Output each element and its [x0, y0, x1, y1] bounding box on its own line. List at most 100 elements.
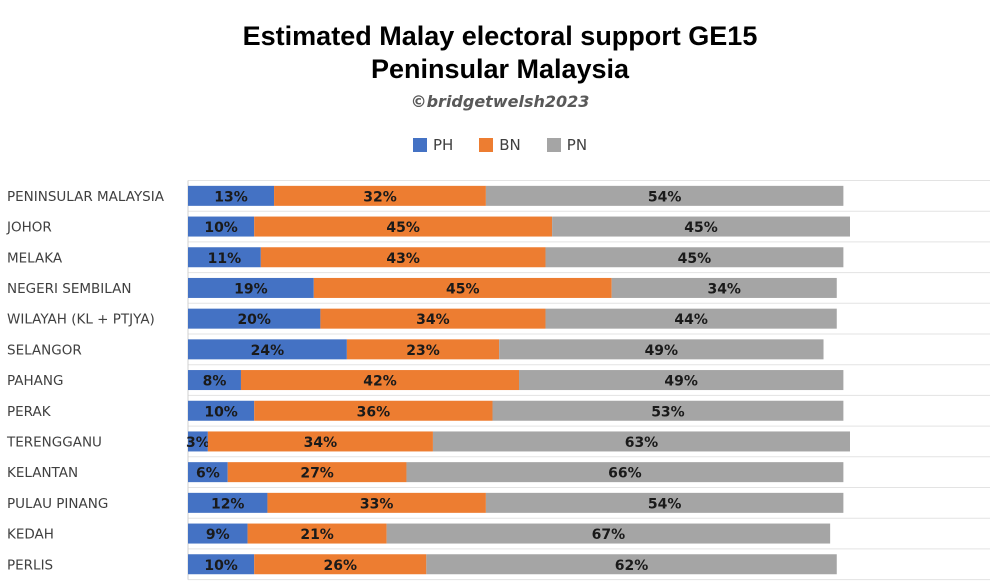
data-label-ph-peninsular-malaysia: 13% [214, 189, 248, 205]
bar-pn-pulau-pinang [485, 492, 844, 513]
legend-item-ph: PH [412, 136, 454, 154]
legend-item-pn: PN [546, 136, 588, 154]
bar-bn-perlis [254, 554, 427, 575]
data-label-pn-perak: 53% [651, 404, 685, 420]
data-label-bn-pahang: 42% [363, 374, 397, 390]
data-label-pn-kelantan: 66% [608, 466, 642, 482]
bar-pn-selangor [499, 339, 824, 360]
bar-ph-selangor [188, 339, 347, 360]
bar-pn-pahang [519, 370, 844, 391]
data-label-pn-johor: 45% [684, 220, 718, 236]
data-label-bn-kedah: 21% [300, 527, 334, 543]
bar-ph-negeri-sembilan [188, 277, 314, 298]
bar-ph-kelantan [188, 462, 228, 483]
bar-pn-peninsular-malaysia [485, 185, 844, 206]
data-label-bn-johor: 45% [386, 220, 420, 236]
bar-pn-perlis [426, 554, 837, 575]
bar-ph-kedah [188, 523, 248, 544]
data-label-ph-negeri-sembilan: 19% [234, 281, 268, 297]
bar-bn-perak [254, 400, 493, 421]
data-label-pn-pulau-pinang: 54% [648, 496, 682, 512]
category-label-pahang: PAHANG [7, 373, 63, 389]
bar-bn-selangor [346, 339, 500, 360]
data-label-ph-pahang: 8% [203, 374, 227, 390]
data-label-bn-selangor: 23% [406, 343, 440, 359]
bar-ph-wilayah-kl-ptjya [188, 308, 321, 329]
category-label-melaka: MELAKA [7, 250, 63, 266]
bar-bn-wilayah-kl-ptjya [320, 308, 546, 329]
bar-bn-pahang [240, 370, 519, 391]
category-label-selangor: SELANGOR [7, 342, 82, 358]
data-label-ph-terengganu: 3% [186, 435, 210, 451]
bar-ph-melaka [188, 247, 261, 268]
bar-bn-kedah [247, 523, 387, 544]
data-label-bn-terengganu: 34% [304, 435, 338, 451]
data-label-pn-kedah: 67% [592, 527, 626, 543]
data-label-ph-wilayah-kl-ptjya: 20% [237, 312, 271, 328]
data-label-ph-kelantan: 6% [196, 466, 220, 482]
bar-bn-pulau-pinang [267, 492, 486, 513]
category-label-kelantan: KELANTAN [7, 465, 78, 481]
data-label-ph-perlis: 10% [204, 558, 238, 574]
chart-subtitle: ©bridgetwelsh2023 [410, 92, 590, 111]
data-label-pn-peninsular-malaysia: 54% [648, 189, 682, 205]
legend-swatch-ph [412, 138, 427, 152]
data-label-pn-perlis: 62% [615, 558, 649, 574]
category-label-wilayah-kl-ptjya: WILAYAH (KL + PTJYA) [7, 312, 155, 328]
category-label-perlis: PERLIS [7, 557, 53, 573]
category-label-kedah: KEDAH [7, 527, 54, 543]
chart-title: Estimated Malay electoral support GE15 P… [0, 20, 1000, 86]
bar-ph-perak [188, 400, 255, 421]
data-label-ph-melaka: 11% [208, 251, 242, 267]
data-label-bn-negeri-sembilan: 45% [446, 281, 480, 297]
data-label-bn-pulau-pinang: 33% [360, 496, 394, 512]
legend-swatch-pn [546, 138, 561, 152]
data-label-ph-perak: 10% [204, 404, 238, 420]
legend-label-pn: PN [566, 136, 588, 154]
data-label-pn-selangor: 49% [645, 343, 679, 359]
data-label-ph-kedah: 9% [206, 527, 230, 543]
category-label-negeri-sembilan: NEGERI SEMBILAN [7, 281, 131, 297]
bar-pn-kelantan [406, 462, 844, 483]
data-label-ph-selangor: 24% [251, 343, 285, 359]
category-label-terengganu: TERENGGANU [6, 434, 102, 450]
bar-bn-negeri-sembilan [313, 277, 612, 298]
bar-bn-peninsular-malaysia [274, 185, 486, 206]
bar-ph-terengganu [188, 431, 208, 452]
bar-bn-melaka [260, 247, 546, 268]
bar-ph-peninsular-malaysia [188, 185, 275, 206]
data-label-bn-perak: 36% [357, 404, 391, 420]
data-label-pn-melaka: 45% [678, 251, 712, 267]
category-label-perak: PERAK [7, 404, 52, 420]
data-label-pn-terengganu: 63% [625, 435, 659, 451]
bar-pn-kedah [386, 523, 831, 544]
data-label-pn-pahang: 49% [664, 374, 698, 390]
legend-item-bn: BN [479, 136, 521, 154]
data-label-bn-peninsular-malaysia: 32% [363, 189, 397, 205]
bar-ph-perlis [188, 554, 255, 575]
bar-ph-pulau-pinang [188, 492, 268, 513]
bar-bn-terengganu [207, 431, 433, 452]
data-label-ph-johor: 10% [204, 220, 238, 236]
category-label-johor: JOHOR [6, 220, 52, 236]
bar-ph-johor [188, 216, 255, 237]
category-label-peninsular-malaysia: PENINSULAR MALAYSIA [7, 189, 165, 205]
bar-pn-perak [492, 400, 844, 421]
bar-pn-melaka [545, 247, 844, 268]
bar-ph-pahang [188, 370, 241, 391]
bar-bn-johor [254, 216, 553, 237]
bar-pn-terengganu [432, 431, 850, 452]
data-label-pn-negeri-sembilan: 34% [707, 281, 741, 297]
legend-label-ph: PH [432, 136, 454, 154]
bar-pn-johor [552, 216, 850, 237]
data-label-bn-kelantan: 27% [300, 466, 334, 482]
data-label-bn-melaka: 43% [386, 251, 420, 267]
chart-title-line-1: Estimated Malay electoral support GE15 [242, 21, 758, 51]
chart-legend: PH BN PN [0, 136, 1000, 154]
chart-title-line-2: Peninsular Malaysia [370, 54, 630, 84]
data-label-bn-wilayah-kl-ptjya: 34% [416, 312, 450, 328]
data-label-pn-wilayah-kl-ptjya: 44% [674, 312, 708, 328]
category-label-pulau-pinang: PULAU PINANG [7, 496, 108, 512]
bar-bn-kelantan [227, 462, 407, 483]
